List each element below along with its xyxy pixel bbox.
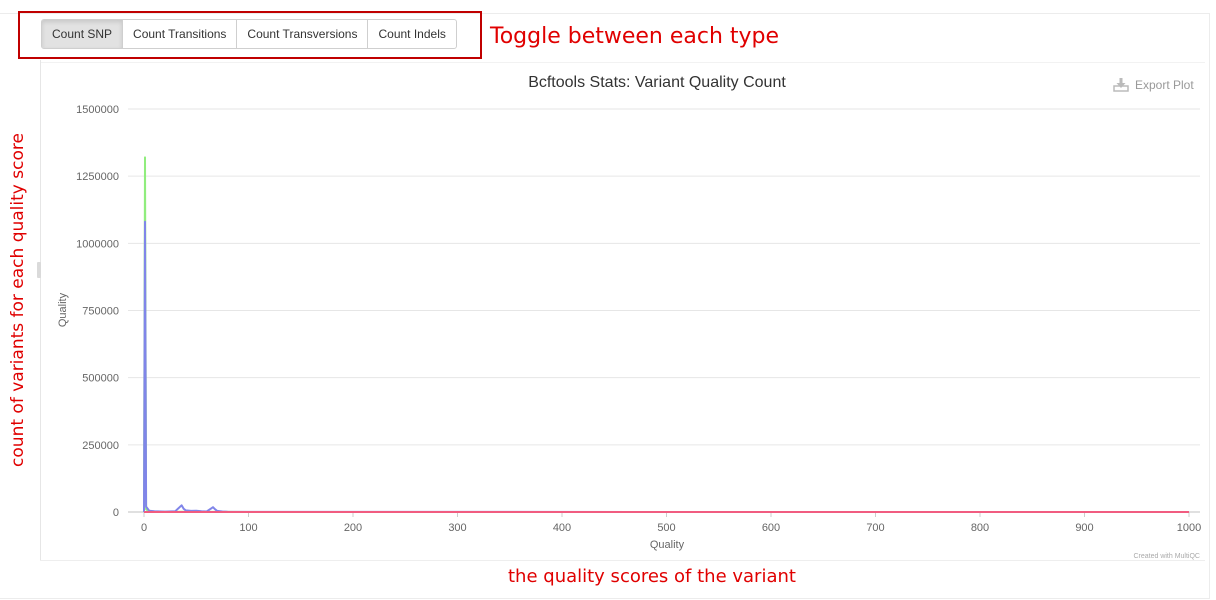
x-tick-label: 100 (239, 522, 257, 534)
x-tick-label: 700 (866, 522, 884, 534)
x-tick-label: 900 (1075, 522, 1093, 534)
data-type-toggle-group: Count SNP Count Transitions Count Transv… (41, 19, 457, 49)
series-line-1 (143, 220, 1190, 513)
y-axis-label: Quality (57, 292, 69, 327)
y-tick-label: 1500000 (76, 104, 119, 116)
annotation-x-axis-note: the quality scores of the variant (508, 566, 796, 587)
x-tick-label: 800 (971, 522, 989, 534)
toggle-count-indels-button[interactable]: Count Indels (378, 27, 446, 41)
x-tick-label: 0 (141, 522, 147, 534)
export-plot-label: Export Plot (1135, 78, 1194, 92)
download-icon (1113, 78, 1129, 92)
toggle-count-transitions-button[interactable]: Count Transitions (123, 20, 238, 48)
y-tick-label: 1000000 (76, 238, 119, 250)
toggle-count-snp-button[interactable]: Count SNP (42, 20, 124, 48)
plot-frame (0, 13, 1210, 599)
chart-series (143, 156, 1190, 513)
y-tick-label: 250000 (82, 440, 119, 452)
x-axis-label: Quality (650, 539, 685, 551)
panel-resize-handle[interactable] (37, 262, 41, 278)
y-tick-label: 750000 (82, 306, 119, 318)
y-tick-label: 500000 (82, 373, 119, 385)
x-tick-label: 300 (448, 522, 466, 534)
plot-panel-top-border (40, 62, 1205, 63)
x-tick-label: 400 (553, 522, 571, 534)
x-tick-label: 600 (762, 522, 780, 534)
y-tick-label: 0 (113, 507, 119, 519)
x-tick-label: 1000 (1177, 522, 1201, 534)
export-plot-button[interactable]: Export Plot (1113, 78, 1194, 92)
multiqc-credit: Created with MultiQC (1133, 553, 1200, 560)
x-axis-ticks: 0 100 200 300 400 500 600 700 800 900 1000 (128, 511, 1201, 534)
plot-panel-bottom-border (40, 560, 1205, 561)
chart-gridlines (128, 108, 1200, 513)
y-tick-label: 1250000 (76, 171, 119, 183)
toggle-count-transversions-button[interactable]: Count Transversions (237, 20, 369, 48)
plot-panel-left-border (40, 60, 41, 560)
annotation-highlight-box (18, 11, 482, 59)
y-axis-ticks: 0 250000 500000 750000 1000000 1250000 1500000 (76, 104, 119, 519)
x-tick-label: 500 (657, 522, 675, 534)
x-tick-label: 200 (344, 522, 362, 534)
annotation-toggle-note: Toggle between each type (490, 24, 780, 49)
series-line-0 (143, 156, 1189, 513)
chart-title: Bcftools Stats: Variant Quality Count (528, 74, 786, 91)
